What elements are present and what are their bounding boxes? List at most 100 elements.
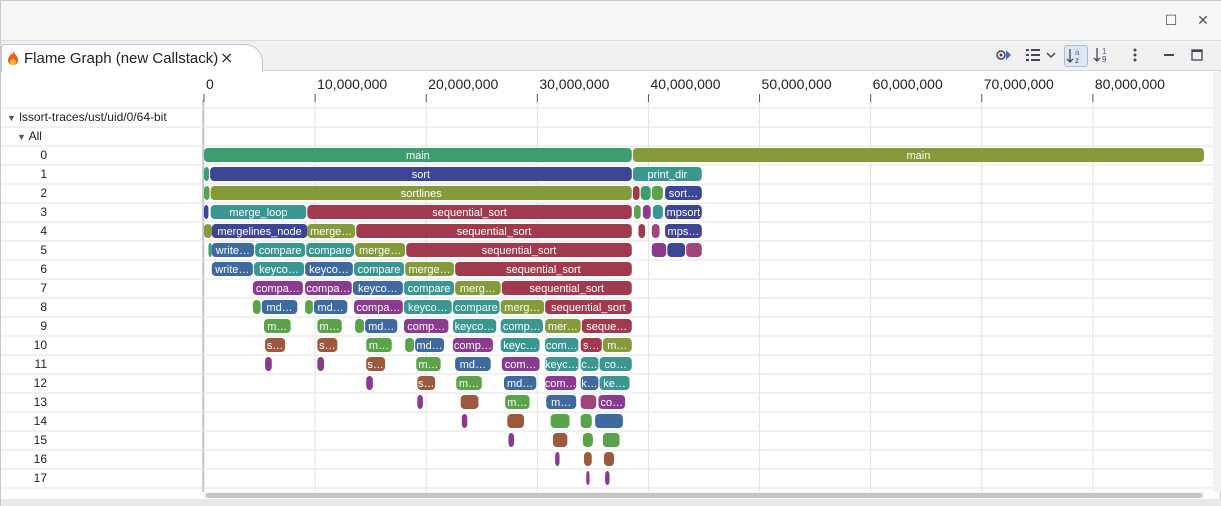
flame-frame[interactable]	[366, 376, 373, 390]
depth-label[interactable]: 0	[40, 148, 47, 162]
frame-bar[interactable]	[261, 300, 298, 314]
flame-frame[interactable]: main	[204, 148, 632, 162]
frame-bar[interactable]	[580, 414, 592, 428]
frame-bar[interactable]	[638, 224, 646, 238]
flame-frame[interactable]: md…	[415, 338, 444, 352]
frame-bar[interactable]	[642, 205, 651, 219]
depth-label[interactable]: 11	[34, 357, 47, 371]
flame-frame[interactable]	[460, 395, 479, 409]
flame-frame[interactable]: keyco…	[404, 300, 452, 314]
view-maximize-button[interactable]	[1185, 45, 1209, 67]
flame-frame[interactable]: md…	[504, 376, 537, 390]
flame-frame[interactable]	[604, 452, 614, 466]
flame-frame[interactable]: com…	[545, 376, 577, 390]
flame-frame[interactable]: k…	[580, 376, 599, 390]
frame-bar[interactable]	[545, 300, 632, 314]
tree-item-group[interactable]: ▼ All	[17, 127, 42, 146]
flame-frame[interactable]: comp…	[500, 319, 543, 333]
frame-bar[interactable]	[366, 338, 392, 352]
flame-frame[interactable]	[550, 414, 570, 428]
flame-frame[interactable]: write…	[211, 262, 253, 276]
frame-bar[interactable]	[417, 376, 436, 390]
flame-frame[interactable]: sortlines	[210, 186, 632, 200]
flame-frame[interactable]: s…	[317, 338, 338, 352]
frame-bar[interactable]	[355, 243, 406, 257]
sort-by-name-button[interactable]: a z	[1064, 45, 1088, 67]
frame-bar[interactable]	[455, 281, 501, 295]
frame-bar[interactable]	[356, 224, 632, 238]
frame-bar[interactable]	[354, 262, 404, 276]
flame-frame[interactable]: sequential_sort	[501, 281, 632, 295]
frame-bar[interactable]	[555, 452, 560, 466]
flame-frame[interactable]: sequential_sort	[406, 243, 632, 257]
flame-frame[interactable]: m…	[602, 338, 632, 352]
frame-bar[interactable]	[317, 357, 324, 371]
depth-label[interactable]: 14	[33, 414, 47, 428]
flame-frame[interactable]: md…	[455, 357, 491, 371]
flame-frame[interactable]	[552, 433, 568, 447]
flame-frame[interactable]: compa…	[354, 300, 403, 314]
view-minimize-button[interactable]	[1157, 45, 1181, 67]
flame-frame[interactable]: mpsort	[665, 205, 702, 219]
frame-bar[interactable]	[366, 357, 386, 371]
flame-frame[interactable]: com…	[545, 338, 579, 352]
flame-frame[interactable]	[582, 433, 593, 447]
frame-bar[interactable]	[546, 395, 577, 409]
frame-bar[interactable]	[404, 319, 449, 333]
frame-bar[interactable]	[306, 243, 354, 257]
frame-bar[interactable]	[416, 357, 441, 371]
depth-label[interactable]: 3	[40, 205, 47, 219]
frame-bar[interactable]	[455, 357, 491, 371]
expand-arrow-icon[interactable]: ▼	[7, 113, 16, 123]
frame-bar[interactable]	[366, 376, 373, 390]
frame-bar[interactable]	[255, 243, 306, 257]
flame-frame[interactable]	[204, 224, 212, 238]
flame-frame[interactable]: print_dir	[632, 167, 702, 181]
depth-label[interactable]: 9	[40, 319, 47, 333]
flame-frame[interactable]	[686, 243, 702, 257]
frame-bar[interactable]	[599, 376, 630, 390]
frame-bar[interactable]	[632, 167, 702, 181]
frame-bar[interactable]	[500, 300, 544, 314]
flame-frame[interactable]: seque…	[581, 319, 632, 333]
flame-frame[interactable]: sort…	[665, 186, 702, 200]
frame-bar[interactable]	[545, 357, 579, 371]
tree-view-dropdown[interactable]	[1043, 45, 1059, 67]
flame-frame[interactable]: m…	[366, 338, 392, 352]
frame-bar[interactable]	[552, 433, 568, 447]
flame-graph-chart[interactable]: 0 10,000,000 20,000,000 30,000,000 40,000,00…	[1, 72, 1213, 492]
flame-frame[interactable]: m…	[546, 395, 577, 409]
frame-bar[interactable]	[602, 338, 632, 352]
flame-frame[interactable]: mer…	[545, 319, 581, 333]
frame-bar[interactable]	[404, 300, 452, 314]
flame-frame[interactable]: m…	[264, 319, 291, 333]
flame-frame[interactable]: sequential_sort	[356, 224, 632, 238]
frame-bar[interactable]	[599, 357, 632, 371]
flame-frame[interactable]: md…	[365, 319, 398, 333]
frame-bar[interactable]	[632, 148, 1204, 162]
flame-frame[interactable]: merge…	[405, 262, 454, 276]
flame-frame[interactable]: compa…	[252, 281, 303, 295]
flame-frame[interactable]	[584, 452, 592, 466]
frame-bar[interactable]	[204, 148, 632, 162]
frame-bar[interactable]	[602, 433, 620, 447]
flame-frame[interactable]: compare	[404, 281, 454, 295]
flame-frame[interactable]	[605, 471, 610, 485]
flame-frame[interactable]: s…	[265, 338, 286, 352]
flame-frame[interactable]: sort	[210, 167, 632, 181]
flame-frame[interactable]	[461, 414, 468, 428]
flame-graph-tab[interactable]: Flame Graph (new Callstack) ×	[1, 44, 263, 72]
frame-bar[interactable]	[305, 262, 353, 276]
frame-bar[interactable]	[210, 167, 632, 181]
frame-bar[interactable]	[317, 319, 342, 333]
frame-bar[interactable]	[507, 414, 524, 428]
frame-bar[interactable]	[582, 433, 593, 447]
flame-frame[interactable]: keyco…	[254, 262, 304, 276]
frame-bar[interactable]	[265, 357, 272, 371]
frame-bar[interactable]	[210, 186, 632, 200]
frame-bar[interactable]	[314, 300, 348, 314]
flame-frame[interactable]	[580, 414, 592, 428]
window-maximize-button[interactable]: ☐	[1161, 11, 1181, 31]
flame-frame[interactable]: m…	[416, 357, 441, 371]
frame-bar[interactable]	[640, 186, 651, 200]
